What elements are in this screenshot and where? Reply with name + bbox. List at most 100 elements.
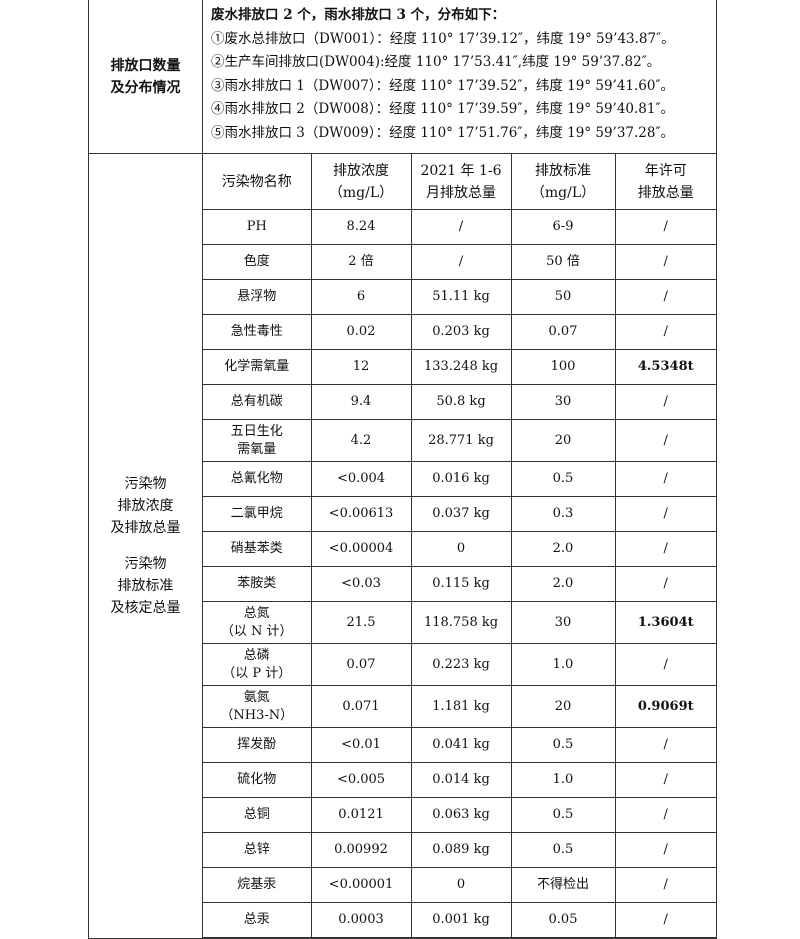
name-line: 总有机碳 [230, 394, 283, 409]
permit-cell: / [614, 902, 716, 938]
label-line: 及核定总量 [110, 600, 181, 616]
total-cell: 0.041 kg [410, 727, 512, 763]
name-line: 氨氮 [243, 689, 270, 705]
document-table: 排放口数量 及分布情况 废水排放口 2 个，雨水排放口 3 个，分布如下： ①废… [88, 0, 717, 939]
header-line: （mg/L） [328, 184, 394, 201]
permit-cell: / [614, 209, 716, 245]
name-line: PH [246, 219, 267, 234]
name-line: 硝基苯类 [230, 541, 283, 556]
total-cell: 0.016 kg [410, 461, 512, 497]
name-line: 急性毒性 [230, 324, 283, 339]
total-cell: / [410, 209, 512, 245]
header-line: 年许可 [644, 162, 687, 179]
total-cell: 0.001 kg [410, 902, 512, 938]
total-cell: 0 [410, 867, 512, 903]
table-row: 总铜 0.0121 0.063 kg 0.5/ [203, 797, 716, 833]
outlets-row: 排放口数量 及分布情况 废水排放口 2 个，雨水排放口 3 个，分布如下： ①废… [88, 0, 717, 154]
permit-cell: / [614, 797, 716, 833]
outlet-item: ①废水总排放口（DW001）：经度 110° 17’39.12″，纬度 19° … [211, 30, 675, 47]
pollutant-name: 二氯甲烷 [203, 496, 312, 532]
standard-cell: 100 [510, 349, 616, 385]
permit-cell: / [614, 566, 716, 602]
concentration-cell: <0.00613 [310, 496, 412, 532]
concentration-cell: <0.004 [310, 461, 412, 497]
concentration-cell: 0.071 [310, 685, 412, 728]
label-line: 排放标准 [117, 578, 174, 594]
total-cell: 118.758 kg [410, 601, 512, 644]
total-cell: 133.248 kg [410, 349, 512, 385]
name-line: 总汞 [243, 912, 270, 927]
pollutant-name: 总氰化物 [203, 461, 312, 497]
pollutants-table: 污染物名称 排放浓度 （mg/L） 2021 年 1-6 月排放总量 排放标准 （mg/L）… [203, 154, 716, 938]
table-row: 烷基汞 <0.00001 0 不得检出 / [203, 867, 716, 903]
table-row: 苯胺类 <0.03 0.115 kg 2.0/ [203, 566, 716, 602]
name-line: 总铜 [243, 807, 270, 822]
header-line: 2021 年 1-6 [420, 162, 502, 179]
pollutant-name: 总磷 （以 P 计） [203, 643, 312, 686]
table-row: 总锌 0.00992 0.089 kg 0.5/ [203, 832, 716, 868]
label-line: 及排放总量 [110, 520, 181, 536]
pollutant-name: 总氮 （以 N 计） [203, 601, 312, 644]
standard-cell: 0.05 [510, 902, 616, 938]
pollutants-row: 污染物 排放浓度 及排放总量 污染物 排放标准 及核定总量 污染物名称 排放浓度（… [88, 153, 717, 939]
pollutant-name: 总有机碳 [203, 384, 312, 420]
pollutant-name: 氨氮 （NH3-N） [203, 685, 312, 728]
name-line: 总氮 [243, 605, 270, 621]
permit-cell: / [614, 419, 716, 462]
pollutants-table-cell: 污染物名称 排放浓度 （mg/L） 2021 年 1-6 月排放总量 排放标准 （mg/L）… [202, 153, 717, 939]
name-line: 色度 [243, 254, 270, 269]
pollutants-label: 污染物 排放浓度 及排放总量 污染物 排放标准 及核定总量 [88, 153, 203, 939]
header-line: 排放总量 [637, 184, 694, 201]
name-line: 化学需氧量 [224, 359, 290, 374]
label-line: 及分布情况 [110, 79, 181, 96]
table-row: 总有机碳 9.4 50.8 kg 30/ [203, 384, 716, 420]
standard-cell: 30 [510, 384, 616, 420]
column-header: 污染物名称 [203, 154, 312, 210]
concentration-cell: <0.03 [310, 566, 412, 602]
standard-cell: 6-9 [510, 209, 616, 245]
name-line: 五日生化 [230, 423, 283, 439]
outlet-item: ④雨水排放口 2（DW008）：经度 110° 17’39.59″，纬度 19°… [211, 101, 675, 117]
name-line: 悬浮物 [237, 289, 277, 304]
column-header: 年许可 排放总量 [614, 154, 716, 210]
permit-cell: / [614, 832, 716, 868]
permit-cell: / [614, 867, 716, 903]
permit-cell: / [614, 531, 716, 567]
total-cell: 1.181 kg [410, 685, 512, 728]
standard-cell: 0.07 [510, 314, 616, 350]
standard-cell: 0.5 [510, 461, 616, 497]
standard-cell: 2.0 [510, 531, 616, 567]
table-row: 二氯甲烷 <0.00613 0.037 kg 0.3/ [203, 496, 716, 532]
table-row: 急性毒性 0.02 0.203 kg 0.07/ [203, 314, 716, 350]
total-cell: 0.063 kg [410, 797, 512, 833]
total-cell: 28.771 kg [410, 419, 512, 462]
name-line: 总锌 [243, 842, 270, 857]
standard-cell: 1.0 [510, 643, 616, 686]
concentration-cell: <0.005 [310, 762, 412, 798]
header-line: （mg/L） [530, 184, 596, 201]
name-line: 二氯甲烷 [230, 506, 283, 521]
table-row: 悬浮物 6 51.11 kg 50/ [203, 279, 716, 315]
table-row: PH 8.24/6-9/ [203, 209, 716, 245]
standard-cell: 0.3 [510, 496, 616, 532]
total-cell: 0 [410, 531, 512, 567]
header-line: 月排放总量 [426, 184, 496, 201]
outlet-item: ③雨水排放口 1（DW007）：经度 110° 17’39.52″，纬度 19°… [211, 77, 675, 94]
concentration-cell: 12 [310, 349, 412, 385]
name-line: 需氧量 [237, 441, 277, 457]
standard-cell: 2.0 [510, 566, 616, 602]
standard-cell: 0.5 [510, 727, 616, 763]
total-cell: 50.8 kg [410, 384, 512, 420]
concentration-cell: <0.00004 [310, 531, 412, 567]
concentration-cell: 4.2 [310, 419, 412, 462]
total-cell: 0.037 kg [410, 496, 512, 532]
pollutant-name: 急性毒性 [203, 314, 312, 350]
standard-cell: 不得检出 [510, 867, 616, 903]
table-row: 硝基苯类 <0.00004 0 2.0/ [203, 531, 716, 567]
label-line: 污染物 [124, 556, 167, 572]
permit-cell: / [614, 643, 716, 686]
concentration-cell: 9.4 [310, 384, 412, 420]
permit-cell: 4.5348t [614, 349, 716, 385]
concentration-cell: <0.00001 [310, 867, 412, 903]
name-line: （NH3-N） [220, 707, 294, 723]
